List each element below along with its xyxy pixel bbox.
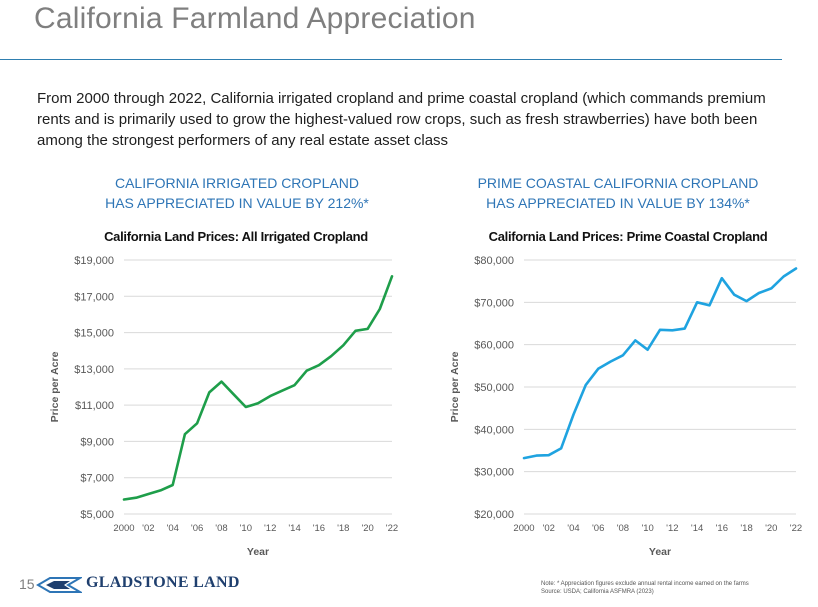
- x-axis-label: Year: [247, 546, 269, 558]
- x-tick-label: '16: [716, 523, 728, 534]
- x-tick-label: '10: [641, 523, 653, 534]
- x-tick-label: '20: [765, 523, 777, 534]
- title-divider: [0, 59, 782, 60]
- y-tick-label: $11,000: [75, 400, 114, 412]
- y-tick-label: $20,000: [474, 509, 514, 521]
- y-tick-label: $60,000: [474, 340, 514, 352]
- x-tick-label: '06: [592, 523, 604, 534]
- right-headline-line1: PRIME COASTAL CALIFORNIA CROPLAND: [477, 175, 759, 191]
- x-tick-label: '20: [361, 523, 373, 534]
- brand-name: GLADSTONE LAND: [86, 574, 240, 591]
- footnote-note: Note: * Appreciation figures exclude ann…: [541, 581, 749, 587]
- right-headline-line2: HAS APPRECIATED IN VALUE BY 134%*: [486, 195, 750, 211]
- left-headline: CALIFORNIA IRRIGATED CROPLAND HAS APPREC…: [47, 173, 427, 213]
- x-tick-label: '06: [191, 523, 203, 534]
- y-tick-label: $5,000: [80, 509, 114, 521]
- x-tick-label: '14: [288, 523, 300, 534]
- y-tick-label: $19,000: [74, 255, 114, 267]
- chart-title: California Land Prices: All Irrigated Cr…: [104, 229, 368, 244]
- y-tick-label: $13,000: [74, 364, 114, 376]
- intro-paragraph: From 2000 through 2022, California irrig…: [37, 90, 766, 149]
- y-tick-label: $70,000: [474, 297, 514, 309]
- x-axis-label: Year: [649, 546, 671, 558]
- left-headline-line2: HAS APPRECIATED IN VALUE BY 212%*: [105, 195, 369, 211]
- x-tick-label: '02: [142, 523, 154, 534]
- y-tick-label: $50,000: [474, 382, 514, 394]
- x-tick-label: '16: [313, 523, 325, 534]
- x-tick-label: '08: [617, 523, 629, 534]
- x-tick-label: '22: [386, 523, 398, 534]
- x-tick-label: '04: [167, 523, 179, 534]
- x-tick-label: '18: [337, 523, 349, 534]
- x-tick-label: '08: [215, 523, 227, 534]
- irrigated-cropland-chart: California Land Prices: All Irrigated Cr…: [49, 229, 398, 558]
- chart-title: California Land Prices: Prime Coastal Cr…: [489, 229, 768, 244]
- footnote: Note: * Appreciation figures exclude ann…: [541, 580, 749, 596]
- right-headline: PRIME COASTAL CALIFORNIA CROPLAND HAS AP…: [428, 173, 808, 213]
- x-tick-label: '18: [740, 523, 752, 534]
- gladstone-logo-icon: [36, 577, 82, 593]
- x-tick-label: 2000: [513, 523, 534, 534]
- x-tick-label: '04: [567, 523, 579, 534]
- x-tick-label: '12: [264, 523, 276, 534]
- y-tick-label: $9,000: [80, 436, 114, 448]
- page-title: California Farmland Appreciation: [34, 2, 476, 35]
- x-tick-label: '12: [666, 523, 678, 534]
- y-tick-label: $30,000: [474, 467, 514, 479]
- y-axis-label: Price per Acre: [49, 351, 61, 422]
- series-line: [522, 267, 798, 460]
- y-axis-label: Price per Acre: [449, 351, 461, 422]
- y-tick-label: $40,000: [474, 424, 514, 436]
- x-tick-label: '02: [543, 523, 555, 534]
- y-tick-label: $17,000: [74, 291, 114, 303]
- x-tick-label: '10: [240, 523, 252, 534]
- y-tick-label: $7,000: [80, 473, 114, 485]
- x-tick-label: 2000: [113, 523, 134, 534]
- y-tick-label: $80,000: [474, 255, 514, 267]
- series-line: [122, 274, 394, 501]
- x-tick-label: '14: [691, 523, 703, 534]
- left-headline-line1: CALIFORNIA IRRIGATED CROPLAND: [114, 175, 359, 191]
- page-number: 15: [19, 576, 35, 592]
- coastal-cropland-chart: California Land Prices: Prime Coastal Cr…: [449, 229, 802, 558]
- y-tick-label: $15,000: [74, 328, 114, 340]
- footnote-source: Source: USDA; California ASFMRA (2023): [541, 589, 654, 595]
- x-tick-label: '22: [790, 523, 802, 534]
